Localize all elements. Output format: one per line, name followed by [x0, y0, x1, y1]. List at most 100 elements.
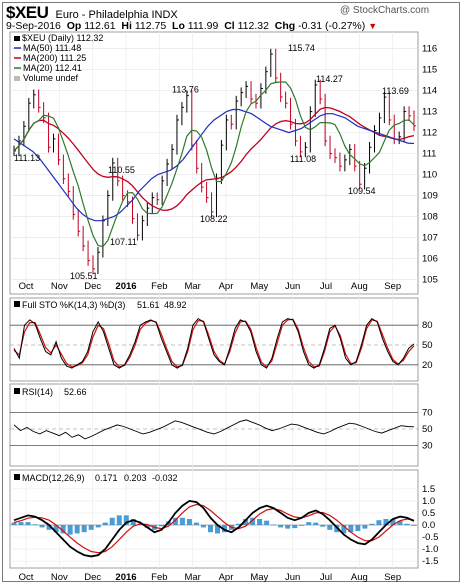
price-y-tick: 110	[422, 170, 437, 181]
macd-x-tick: Feb	[151, 572, 167, 583]
sto-k-line	[13, 317, 415, 369]
macd-histogram-bar	[53, 525, 59, 533]
price-y-tick: 112	[422, 128, 437, 139]
rsi-line	[13, 419, 415, 440]
macd-histogram-bar	[250, 517, 256, 525]
price-annotation: 113.69	[382, 86, 409, 96]
price-panel	[9, 31, 419, 295]
ma200-line	[13, 106, 415, 211]
price-annotation: 105.51	[70, 271, 98, 281]
price-annotation: 107.11	[110, 237, 137, 247]
rsi-panel	[9, 383, 419, 467]
macd-x-tick: 2016	[115, 572, 136, 583]
price-y-tick: 115	[422, 65, 437, 76]
price-annotation: 111.13	[14, 153, 40, 163]
macd-histogram-bar	[18, 522, 24, 525]
rsi-y-tick: 50	[422, 424, 433, 435]
macd-histogram-bar	[243, 518, 249, 525]
macd-histogram-bar	[46, 525, 52, 530]
price-x-tick: 2016	[115, 281, 136, 292]
macd-histogram-bar	[341, 525, 347, 534]
macd-y-tick: -1.5	[422, 556, 438, 567]
change-label: Chg	[274, 20, 296, 32]
macd-y-tick: 1.0	[422, 496, 435, 507]
sto-panel	[9, 297, 419, 382]
price-y-tick: 116	[422, 44, 437, 55]
price-x-tick: Feb	[151, 281, 167, 292]
macd-histogram-bar	[130, 518, 136, 525]
price-x-tick: Dec	[84, 281, 101, 292]
legend-volume: Volume undef	[23, 73, 79, 83]
macd-signal-line	[13, 503, 415, 554]
price-x-tick: Apr	[219, 281, 234, 292]
price-y-tick: 113	[422, 107, 437, 118]
macd-legend: MACD(12,26,9) 0.171 0.203 -0.032	[14, 473, 178, 483]
macd-histogram-bar	[390, 518, 396, 525]
price-x-tick: Sep	[384, 281, 401, 292]
ma50-line	[13, 108, 415, 222]
macd-histogram-bar	[116, 515, 122, 525]
macd-histogram-bar	[172, 517, 178, 525]
price-annotation: 110.55	[108, 165, 135, 175]
sto-y-tick: 80	[422, 320, 433, 331]
price-y-tick: 108	[422, 212, 438, 223]
macd-histogram-bar	[264, 520, 270, 525]
macd-y-tick: 0.5	[422, 508, 435, 519]
price-y-tick: 111	[422, 149, 436, 160]
instrument-name: Euro - Philadelphia INDX	[55, 9, 178, 21]
macd-histogram-bar	[285, 525, 291, 529]
rsi-value: 52.66	[64, 387, 87, 397]
macd-histogram-bar	[306, 522, 312, 525]
macd-histogram-bar	[376, 520, 382, 525]
price-y-tick: 105	[422, 275, 438, 286]
macd-value: 0.171	[95, 473, 118, 483]
price-annotation: 109.54	[348, 186, 376, 196]
quote-line: 9-Sep-2016 Op 112.61 Hi 112.75 Lo 111.99…	[6, 20, 377, 32]
sto-k-value: 51.61	[137, 300, 160, 310]
macd-histogram-bar	[39, 525, 45, 528]
macd-histogram-bar	[299, 525, 305, 526]
macd-hist-value: -0.032	[152, 473, 178, 483]
price-x-tick: Jul	[320, 281, 332, 292]
legend-ma20: MA(20) 112.41	[23, 63, 82, 73]
macd-x-tick: Oct	[19, 572, 34, 583]
macd-signal-value: 0.203	[124, 473, 147, 483]
macd-x-tick: Jul	[320, 572, 332, 583]
macd-histogram-bar	[179, 517, 185, 525]
price-y-tick: 106	[422, 254, 438, 265]
sto-d-line	[13, 318, 415, 368]
macd-histogram-bar	[362, 525, 368, 529]
symbol-label: $XEU	[6, 3, 49, 22]
ma20-line	[13, 81, 415, 248]
macd-y-tick: 1.5	[422, 484, 435, 495]
macd-x-tick: Nov	[51, 572, 68, 583]
macd-y-tick: -0.5	[422, 532, 438, 543]
high-label: Hi	[121, 20, 132, 32]
macd-histogram-bar	[88, 525, 94, 530]
macd-histogram-bar	[32, 524, 38, 526]
sto-legend: Full STO %K(14,3) %D(3) 51.61 48.92	[14, 300, 187, 310]
macd-histogram-bar	[271, 524, 277, 526]
macd-histogram-bar	[348, 525, 354, 533]
macd-histogram-bar	[404, 523, 410, 525]
open-label: Op	[66, 20, 82, 32]
macd-y-tick: -1.0	[422, 544, 438, 555]
price-annotation: 113.76	[172, 85, 199, 95]
brand-label[interactable]: @ StockCharts.com	[340, 5, 430, 16]
price-y-tick: 114	[422, 86, 437, 97]
legend-price: $XEU (Daily) 112.32	[22, 33, 103, 43]
close-label: Cl	[224, 20, 235, 32]
sto-y-tick: 20	[422, 360, 433, 371]
legend-ma200: MA(200) 111.25	[23, 53, 86, 63]
macd-histogram-bar	[95, 525, 101, 528]
price-annotation: 115.74	[288, 43, 315, 53]
price-x-tick: Mar	[184, 281, 200, 292]
macd-histogram-bar	[207, 525, 213, 533]
rsi-y-tick: 30	[422, 441, 433, 452]
down-arrow-icon: ▼	[368, 21, 378, 31]
price-x-tick: Aug	[351, 281, 368, 292]
macd-histogram-bar	[109, 517, 115, 525]
macd-histogram-bar	[411, 525, 417, 526]
price-x-tick: Oct	[19, 281, 34, 292]
